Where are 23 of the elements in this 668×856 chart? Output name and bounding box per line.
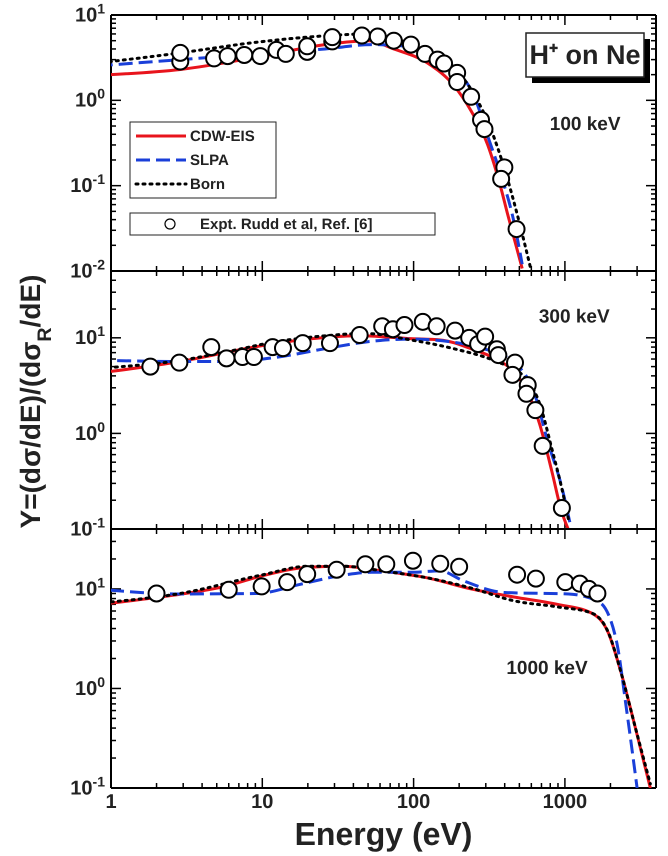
y-tick-label: 10$^{0}$: [74, 86, 106, 112]
legend-label: CDW-EIS: [190, 128, 255, 145]
x-tick-label: 10: [251, 791, 274, 814]
legend-label: Born: [190, 176, 225, 193]
legend-label: SLPA: [190, 152, 230, 169]
x-axis-title: Energy (eV): [294, 816, 472, 852]
x-tick-label: 1000: [542, 791, 588, 814]
y-tick-label: 10$^{-1}$: [70, 773, 106, 800]
y-tick-label: 10$^{0}$: [74, 418, 106, 445]
y-tick-label: 10$^{-1}$: [70, 171, 106, 198]
annotation: 300 keV: [538, 306, 610, 328]
y-tick-label: 10$^{-1}$: [70, 514, 106, 540]
y-tick-label: 10$^{1}$: [74, 323, 106, 350]
y-tick-label: 10$^{-2}$: [70, 256, 106, 282]
y-tick-label: 10$^{1}$: [74, 0, 106, 26]
annotation: H⁺ on Ne: [529, 40, 641, 70]
x-tick-label: 1: [105, 791, 117, 814]
annotation: 100 keV: [550, 114, 621, 136]
annotation: 1000 keV: [506, 658, 588, 680]
legend-label: Expt. Rudd et al, Ref. [6]: [200, 216, 373, 233]
y-tick-label: 10$^{1}$: [74, 574, 106, 600]
y-tick-label: 10$^{0}$: [74, 674, 106, 700]
x-tick-label: 100: [396, 791, 430, 814]
